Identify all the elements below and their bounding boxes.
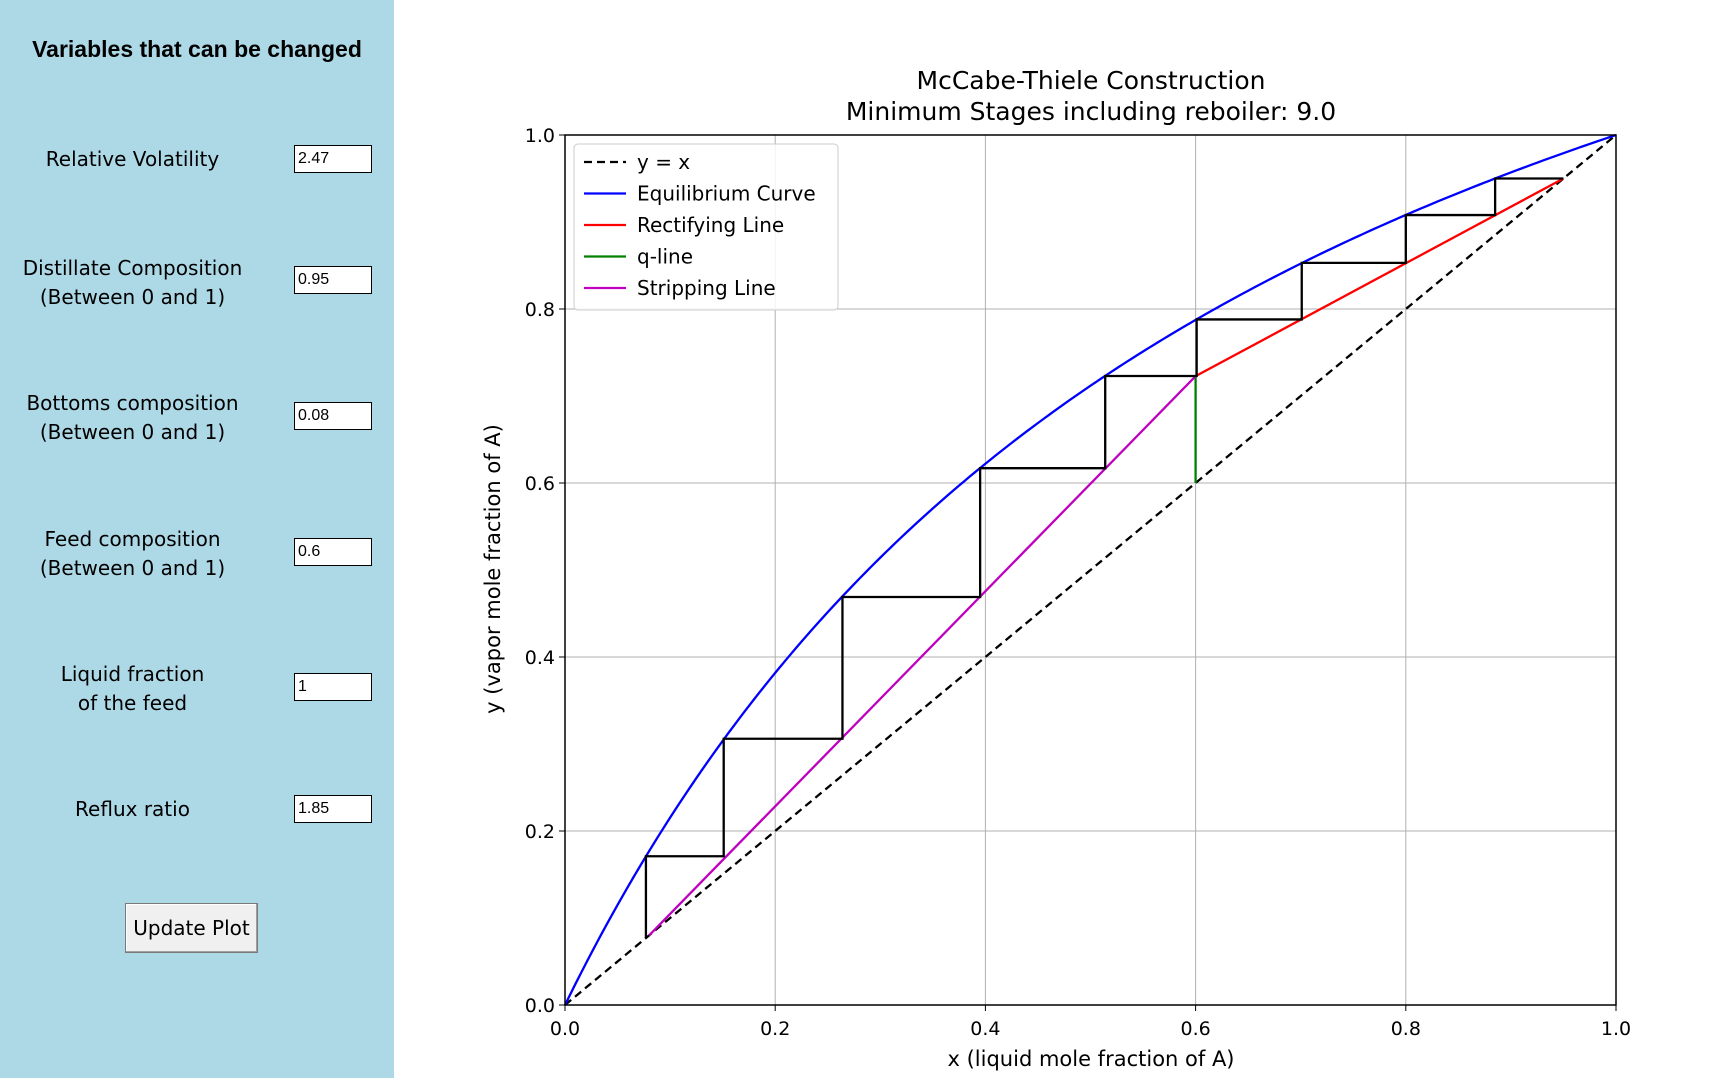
y-tick-label: 0.8	[525, 299, 555, 321]
reflux-ratio-label: Reflux ratio	[75, 797, 190, 821]
relative-volatility-label: Relative Volatility	[45, 147, 220, 171]
y-x-line	[564, 134, 1617, 1006]
legend-label-y-x: y = x	[637, 150, 690, 174]
feed-composition-input[interactable]	[294, 538, 372, 566]
bottoms-composition-input[interactable]	[294, 402, 372, 430]
x-tick-label: 0.0	[550, 1018, 580, 1040]
legend-label-equilibrium-curve: Equilibrium Curve	[637, 182, 816, 206]
legend-label-rectifying-line: Rectifying Line	[637, 213, 784, 237]
distillate-composition-input[interactable]	[294, 266, 372, 294]
plot-series	[563, 133, 1617, 1006]
mccabe-thiele-chart: McCabe-Thiele Construction Minimum Stage…	[481, 66, 1631, 1071]
x-tick-label: 0.4	[970, 1018, 1000, 1040]
legend-label-q-line: q-line	[637, 245, 693, 269]
stage-steps	[644, 177, 1564, 939]
x-tick-label: 0.6	[1180, 1018, 1210, 1040]
reflux-ratio-input[interactable]	[294, 795, 372, 823]
panel-title: Variables that can be changed	[32, 36, 362, 62]
update-plot-button[interactable]: Update Plot	[125, 903, 258, 953]
chart-title: McCabe-Thiele Construction	[917, 66, 1266, 95]
y-tick-label: 0.6	[525, 473, 555, 495]
y-tick-label: 0.4	[525, 647, 555, 669]
distillate-composition-label: Distillate Composition (Between 0 and 1)	[22, 256, 243, 309]
legend: y = x Equilibrium Curve Rectifying Line q-l…	[573, 143, 839, 311]
legend-box	[573, 143, 839, 311]
equilibrium-curve-line	[563, 133, 1617, 1006]
y-tick-label: 0.2	[525, 821, 555, 843]
legend-label-stripping-line: Stripping Line	[637, 276, 776, 300]
bottoms-composition-label: Bottoms composition (Between 0 and 1)	[26, 391, 239, 444]
variables-panel: Variables that can be changed Relative V…	[0, 0, 394, 1078]
liquid-fraction-label: Liquid fraction of the feed	[60, 662, 205, 715]
axis-ticks: 0.0 0.2 0.4 0.6 0.8 1.0 0.0 0.2 0.4 0.6 0.8 1.0	[525, 125, 1631, 1040]
x-tick-label: 0.8	[1391, 1018, 1421, 1040]
chart-subtitle: Minimum Stages including reboiler: 9.0	[846, 97, 1336, 126]
plot-frame	[564, 134, 1617, 1006]
relative-volatility-input[interactable]	[294, 145, 372, 173]
x-axis-label: x (liquid mole fraction of A)	[948, 1047, 1235, 1071]
liquid-fraction-input[interactable]	[294, 673, 372, 701]
feed-composition-label: Feed composition (Between 0 and 1)	[39, 527, 226, 580]
y-tick-label: 1.0	[525, 125, 555, 147]
y-tick-label: 0.0	[525, 995, 555, 1017]
x-tick-label: 0.2	[760, 1018, 790, 1040]
stage-steps-line	[644, 177, 1564, 939]
stripping-line-line	[648, 375, 1197, 937]
rectifying-line-line	[1195, 177, 1564, 378]
y-axis-label: y (vapor mole fraction of A)	[481, 424, 505, 714]
x-tick-label: 1.0	[1601, 1018, 1631, 1040]
